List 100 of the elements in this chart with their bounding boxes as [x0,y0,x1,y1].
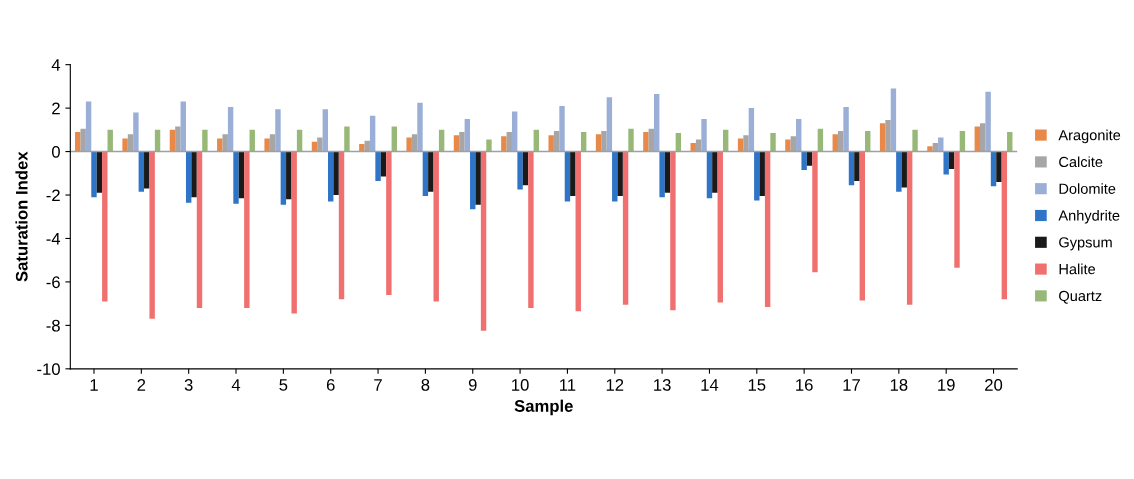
bar [91,151,97,198]
x-tick-label: 1 [90,379,98,391]
x-tick-label: 10 [512,378,529,391]
y-tick-label: 2 [52,102,60,115]
bar [848,151,855,186]
bar [706,151,713,199]
bar [896,151,902,192]
x-tick-label: 4 [231,379,241,391]
bar [675,133,682,152]
bar [759,151,765,197]
bar [843,107,849,152]
bar [796,118,802,152]
bar [138,151,145,192]
bar [701,118,707,152]
bar [901,151,907,188]
bar [511,111,518,152]
bar [670,151,676,311]
bar [322,109,328,152]
y-tick-label: -10 [37,363,60,376]
bar [559,105,565,152]
legend-label: Dolomite [1059,183,1116,194]
x-tick-label: 20 [985,378,1003,391]
bar [943,151,949,175]
bar [617,151,623,197]
bar [85,101,92,152]
bar [712,151,718,193]
bar [764,151,771,307]
bar [375,151,381,181]
bar [328,151,334,202]
bar [286,151,292,200]
bar [149,151,155,319]
bar [238,151,245,199]
bar [453,135,460,152]
bar [428,151,434,192]
bar [202,129,208,152]
x-tick-label: 7 [374,379,382,391]
legend-label: Halite [1059,263,1096,275]
bar [664,151,671,193]
bar [333,151,339,196]
bar [233,151,239,204]
x-tick-label: 3 [184,378,193,391]
bar [854,151,860,181]
legend-label: Gypsum [1059,237,1112,251]
bar [595,134,602,152]
bar [570,151,576,197]
bar [417,102,423,152]
bar [102,151,108,302]
legend-label: Anhydrite [1058,209,1120,224]
bar [196,151,203,308]
bar [643,132,649,152]
bar [812,151,818,273]
x-tick-label: 13 [654,378,671,391]
bar [227,107,234,152]
legend-label: Aragonite [1058,129,1121,144]
bar [386,151,392,295]
bar [486,139,492,152]
bar [380,151,387,177]
bar [659,151,665,198]
bar [985,91,991,152]
bar [548,135,554,152]
bar [433,151,439,302]
bar [717,151,723,303]
bar [990,151,997,187]
x-tick-label: 16 [796,378,813,391]
x-tick-label: 14 [701,379,719,391]
bar [806,151,813,166]
bar [528,151,534,308]
bar [185,151,192,203]
legend-label: Calcite [1059,156,1103,168]
bar [628,128,634,152]
bar [191,151,197,198]
bar [832,134,838,152]
bar [133,112,139,152]
bar [564,151,571,202]
bar [622,151,629,305]
x-axis-title: Sample [514,399,573,416]
x-tick-label: 18 [890,378,908,391]
x-tick-label: 15 [748,379,766,391]
bar [369,115,376,152]
y-tick-label: -2 [46,189,60,202]
bar [785,139,791,152]
bar [770,133,776,152]
bar [948,151,955,169]
bar [517,151,523,190]
bar [464,118,471,152]
x-tick-label: 6 [326,378,335,391]
bar [938,137,944,152]
x-tick-label: 9 [468,378,477,391]
x-tick-label: 8 [421,378,430,391]
bar [96,151,103,193]
bar [522,151,529,186]
bar [654,94,660,152]
bar [75,132,81,152]
bar [344,126,350,152]
bar [501,136,507,152]
y-tick-label: 4 [51,59,61,71]
bar [291,151,297,314]
x-tick-label: 5 [279,379,288,391]
y-axis-title: Saturation Index [15,151,28,282]
y-tick-label: -8 [46,319,60,332]
